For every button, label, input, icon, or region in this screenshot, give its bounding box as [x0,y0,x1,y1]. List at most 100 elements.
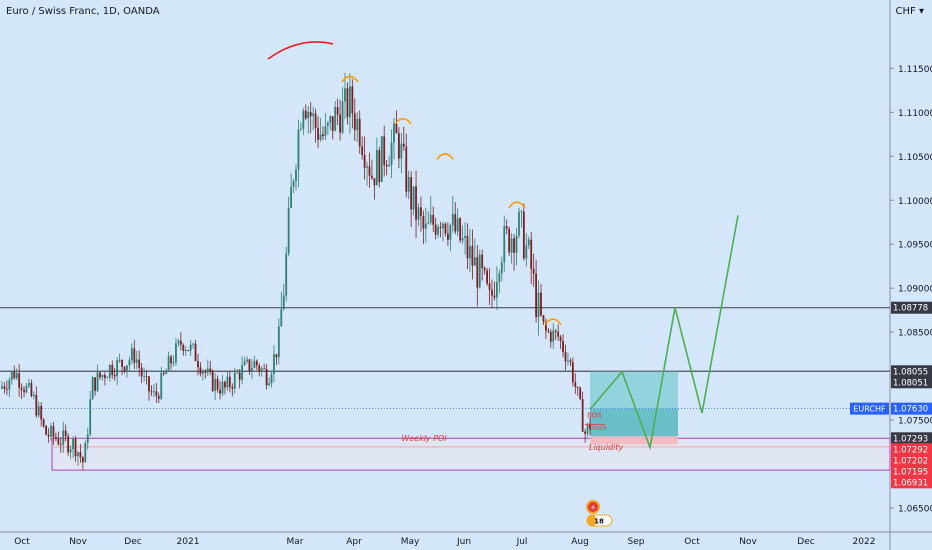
candle-body [280,309,283,327]
candle-body [322,134,324,137]
candle-body [233,372,236,389]
candle-body [388,164,390,167]
candle-body [451,214,454,226]
candle-body [545,321,547,331]
chevron-down-icon: ▾ [918,6,924,17]
candle-body [398,133,400,159]
candle-body [314,113,317,128]
y-tick-label: 1.10000 [898,197,932,207]
candle-body [500,262,503,274]
long-entry-zone [590,408,678,437]
candle-body [356,118,359,131]
candle-body [177,340,180,344]
candle-body [153,391,155,393]
candle-body [101,374,104,378]
candle-body [410,177,413,210]
candle-body [35,394,38,416]
price-label-text: 1.07630 [893,405,928,415]
candle-body [273,354,275,375]
candle-body [510,238,513,253]
candle-body [285,253,288,296]
candle-body [478,254,481,288]
candle-body [567,360,569,362]
candle-body [576,386,579,388]
candle-body [459,218,462,241]
candle-body [55,436,57,439]
candle-body [393,123,395,143]
x-tick-label: Apr [346,537,362,547]
candle-body [126,365,128,372]
candle-body [167,356,170,372]
x-tick-label: Oct [14,537,30,547]
candle-body [483,267,486,271]
candle-body [104,374,106,379]
candle-body [549,331,552,342]
weekly-poi-label: Weekly POI [401,434,447,443]
x-tick-label: Oct [684,537,700,547]
candle-body [224,381,226,388]
candle-body [113,374,116,377]
candle-body [157,396,160,399]
candle-body [447,233,449,240]
price-label-text: 1.07195 [893,467,928,477]
candle-body [535,273,537,318]
candle-body [202,371,204,374]
candle-body [584,431,586,434]
long-stop-zone [590,436,678,445]
candle-body [246,359,248,362]
x-tick-label: Dec [124,537,141,547]
candle-body [562,340,564,353]
y-tick-label: 1.09500 [898,241,932,251]
price-label-text: 1.08778 [893,304,928,314]
candle-body [513,238,515,253]
swiss-flag-icon [588,502,598,512]
price-label-text: 1.06931 [893,478,928,488]
candle-body [297,129,300,170]
candle-body [23,389,25,393]
candle-body [525,245,528,259]
price-label-badge [891,376,932,389]
price-label-badge [891,402,932,415]
candle-body [454,214,457,232]
candle-body [221,381,224,394]
x-tick-label: Jun [456,537,471,547]
candle-body [339,114,341,133]
candle-body [236,372,239,374]
candle-body [145,376,148,377]
candle-body [380,136,383,182]
candle-body [275,354,278,358]
y-tick-label: 1.06500 [898,505,932,515]
candle-body [96,372,99,391]
candle-body [486,270,488,284]
candle-body [40,405,43,420]
price-label-badge [891,454,932,467]
candle-body [581,399,584,432]
candle-body [89,399,92,435]
candle-body [312,113,315,117]
candle-body [148,376,150,392]
candle-body [442,223,444,229]
candle-body [424,223,427,229]
candle-body [407,177,410,192]
candle-body [99,372,101,378]
candle-body [527,239,530,246]
candle-body [547,330,550,332]
candle-body [434,224,437,235]
event-count: 18 [594,518,604,526]
candle-body [219,389,221,394]
candle-body [121,359,123,367]
candle-body [331,116,334,131]
candle-body [295,169,297,182]
candle-body [175,343,177,363]
candle-body [248,359,251,372]
candle-body [50,426,52,437]
x-tick-label: Mar [287,537,304,547]
candle-body [238,372,241,380]
candle-body [135,359,138,363]
currency-selector[interactable]: CHF ▾ [896,6,924,17]
symbol-badge [850,402,889,415]
candle-body [503,226,506,263]
candle-body [422,216,425,229]
candle-body [530,239,533,269]
